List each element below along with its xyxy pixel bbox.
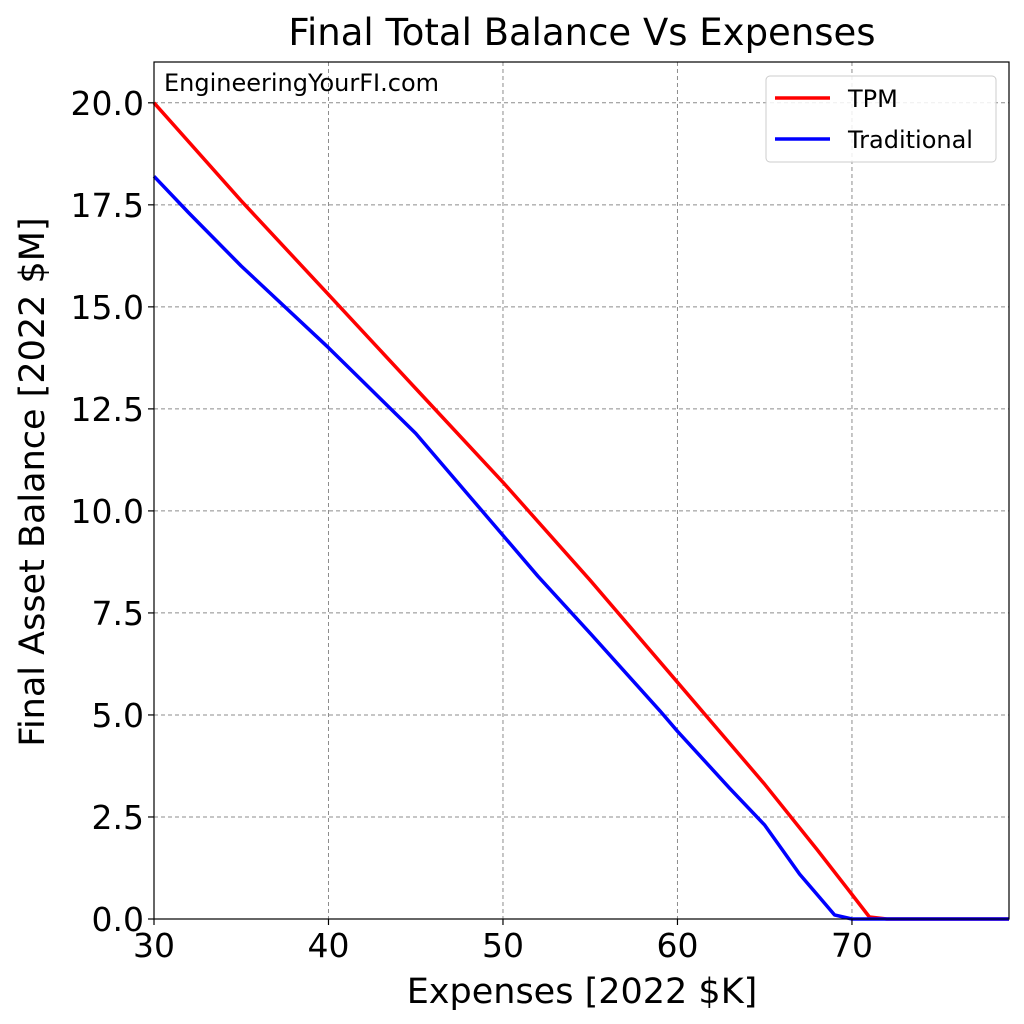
y-tick-label: 12.5 [71,390,144,429]
y-tick-label: 15.0 [71,288,144,327]
y-axis-label: Final Asset Balance [2022 $M] [13,217,53,746]
chart-title: Final Total Balance Vs Expenses [288,11,875,54]
y-tick-label: 2.5 [92,798,144,837]
axis-ticks: 30 40 50 60 70 0.0 2.5 5.0 7.5 10.0 12.5 15.0 17.5 20… [71,84,873,965]
y-tick-label: 0.0 [92,900,144,939]
x-tick-label: 70 [831,926,873,965]
x-tick-label: 40 [307,926,349,965]
series-line-traditional [152,175,1009,921]
watermark-annotation: EngineeringYourFI.com [164,69,439,97]
legend: TPM Traditional [765,75,997,163]
plot-series [152,101,1009,921]
y-tick-label: 20.0 [71,84,144,123]
y-tick-label: 10.0 [71,492,144,531]
x-tick-label: 60 [656,926,698,965]
legend-label-traditional: Traditional [847,126,973,154]
plot-area-frame [153,61,1010,920]
legend-label-tpm: TPM [847,85,898,113]
x-axis-label: Expenses [2022 $K] [407,972,758,1012]
y-tick-label: 17.5 [71,186,144,225]
x-tick-label: 50 [482,926,524,965]
x-tick-label: 30 [133,926,175,965]
series-line-tpm [152,101,1009,921]
y-tick-label: 5.0 [92,696,144,735]
grid-lines [153,62,1009,920]
y-tick-label: 7.5 [92,594,144,633]
